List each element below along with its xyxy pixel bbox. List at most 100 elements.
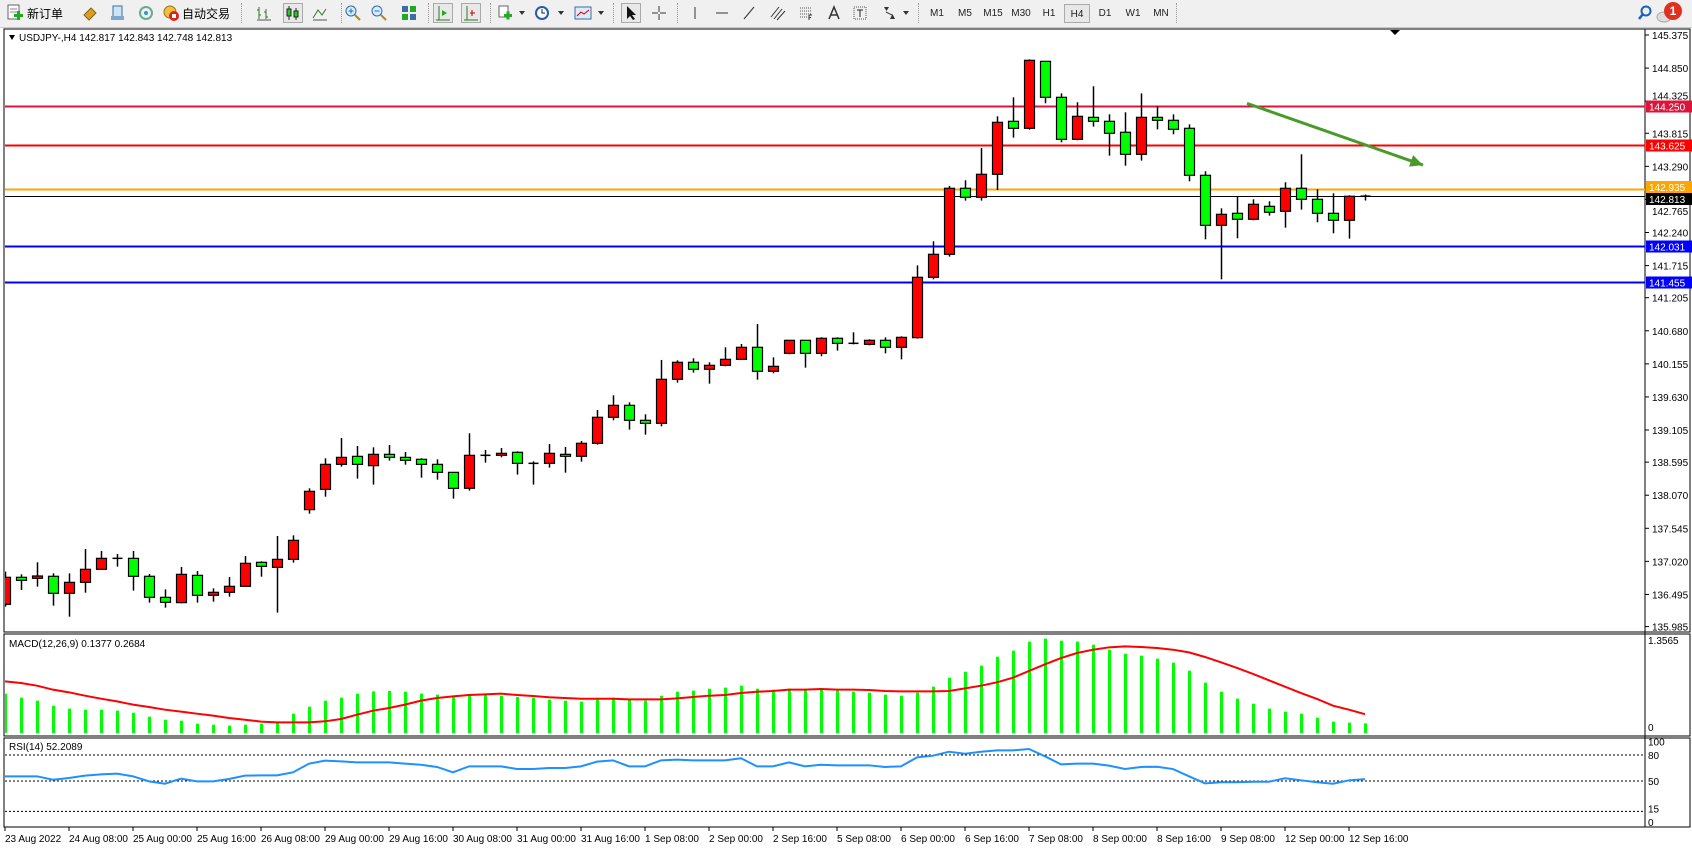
macd-histogram-bar <box>1284 711 1287 733</box>
candle-body <box>815 337 828 354</box>
price-label-text: 143.625 <box>1649 142 1686 153</box>
candlestick-button[interactable] <box>283 3 303 23</box>
price-tick-label: 141.715 <box>1652 262 1689 273</box>
candle <box>15 574 28 590</box>
price-tick-label: 144.325 <box>1652 92 1689 103</box>
time-axis-label: 8 Sep 00:00 <box>1093 834 1147 845</box>
timeframe-m1-button[interactable]: M1 <box>930 8 944 19</box>
macd-histogram-bar <box>36 700 39 733</box>
templates-button[interactable] <box>573 3 593 23</box>
auto-trading-button[interactable]: 自动交易 <box>162 3 230 23</box>
periods-dropdown[interactable] <box>558 11 564 15</box>
candle-body <box>1119 131 1132 155</box>
zoom-out-button[interactable] <box>369 3 389 23</box>
notification-badge: 1 <box>1664 2 1682 20</box>
candle-body <box>1167 119 1180 130</box>
candle <box>1055 93 1068 143</box>
macd-axis-zero: 0 <box>1648 723 1654 734</box>
price-tick-label: 145.375 <box>1652 31 1689 42</box>
candle-body <box>655 378 668 424</box>
candle-body <box>1007 120 1020 129</box>
line-chart-button[interactable] <box>310 3 330 23</box>
macd-histogram-bar <box>308 706 311 733</box>
price-label-bg <box>1646 240 1692 253</box>
candle <box>383 445 396 461</box>
timeframe-m15-button[interactable]: M15 <box>983 8 1003 19</box>
candle <box>1360 194 1371 201</box>
price-label-text: 142.813 <box>1649 195 1686 206</box>
text-label-button[interactable] <box>850 3 870 23</box>
timeframe-w1-button[interactable]: W1 <box>1125 8 1141 19</box>
candle-body <box>863 339 876 345</box>
horizontal-line-icon <box>716 12 728 14</box>
candle <box>5 571 12 607</box>
text-button[interactable] <box>824 3 844 23</box>
candle <box>655 359 668 427</box>
equidistant-channel-button[interactable] <box>768 3 788 23</box>
candle <box>63 573 76 617</box>
timeframe-m30-button[interactable]: M30 <box>1011 8 1031 19</box>
timeframe-m5-button[interactable]: M5 <box>958 8 972 19</box>
zoom-in-button[interactable] <box>343 3 363 23</box>
arrows-dropdown[interactable] <box>903 11 909 15</box>
arrows-button[interactable] <box>879 3 899 23</box>
trendline-button[interactable] <box>739 3 759 23</box>
timeframe-mn-button[interactable]: MN <box>1153 8 1169 19</box>
macd-histogram-bar <box>932 686 935 733</box>
vertical-line-button[interactable] <box>685 3 705 23</box>
candle <box>879 337 892 354</box>
auto-scroll-button[interactable] <box>433 3 453 23</box>
candle <box>735 343 748 360</box>
macd-histogram-bar <box>852 691 855 733</box>
candle <box>447 471 460 499</box>
timeframe-h1-button[interactable]: H1 <box>1042 8 1056 19</box>
market-watch-button[interactable] <box>108 3 128 23</box>
zoom-out-icon <box>371 5 387 21</box>
macd-histogram-bar <box>212 724 215 733</box>
candle-body <box>543 452 556 464</box>
candle <box>287 535 300 563</box>
macd-histogram-bar <box>1348 722 1351 733</box>
toolbar-separator <box>677 3 679 23</box>
price-label-bg <box>1646 100 1692 113</box>
price-label-bg <box>1646 193 1692 205</box>
indicators-button[interactable] <box>495 3 515 23</box>
candle <box>671 360 684 383</box>
macd-histogram-bar <box>1076 641 1079 733</box>
candle <box>1215 208 1228 280</box>
candle-body <box>15 576 28 581</box>
horizontal-line-button[interactable] <box>712 3 732 23</box>
indicators-dropdown[interactable] <box>519 11 525 15</box>
cursor-button[interactable] <box>621 3 641 23</box>
candle <box>95 550 108 570</box>
new-order-button[interactable]: 新订单 <box>6 3 63 23</box>
macd-histogram-bar <box>1316 717 1319 733</box>
fibonacci-button[interactable] <box>796 3 816 23</box>
candle-body <box>1327 212 1340 221</box>
timeframe-d1-button[interactable]: D1 <box>1098 8 1112 19</box>
gold-button[interactable] <box>80 3 100 23</box>
line-chart-icon <box>312 8 327 21</box>
candle-body <box>207 591 220 596</box>
candle <box>1071 102 1084 141</box>
candle <box>143 573 156 603</box>
macd-histogram-bar <box>324 700 327 733</box>
toolbar-separator <box>341 3 343 23</box>
price-label-bg <box>1646 181 1692 193</box>
periods-button[interactable] <box>532 3 552 23</box>
price-tick-label: 144.850 <box>1652 64 1689 75</box>
search-button[interactable] <box>1635 3 1655 23</box>
macd-histogram-bar <box>228 725 231 733</box>
tile-windows-button[interactable] <box>399 3 419 23</box>
candle <box>31 562 44 587</box>
chart-shift-button[interactable] <box>461 3 481 23</box>
templates-dropdown[interactable] <box>598 11 604 15</box>
candle <box>223 576 236 597</box>
candle-body <box>159 596 172 603</box>
timeframe-h4-button[interactable]: H4 <box>1064 4 1090 23</box>
macd-histogram-bar <box>1300 713 1303 733</box>
signals-button[interactable] <box>136 3 156 23</box>
crosshair-button[interactable] <box>649 3 669 23</box>
bar-chart-button[interactable] <box>254 3 274 23</box>
